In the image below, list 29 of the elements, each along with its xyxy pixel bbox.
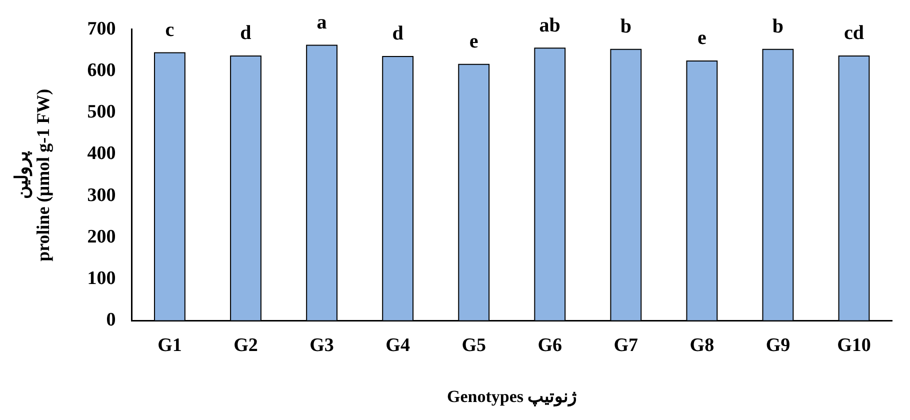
y-tick-label: 300 xyxy=(87,184,116,206)
x-tick-label: G5 xyxy=(462,335,486,356)
y-tick-label: 0 xyxy=(106,310,116,331)
annotation: a xyxy=(316,11,327,34)
y-tick-label: 100 xyxy=(87,268,116,290)
annotation: cd xyxy=(844,22,864,44)
annotation: e xyxy=(469,30,478,53)
annotation: d xyxy=(392,22,404,45)
x-tick-label: G7 xyxy=(614,335,639,356)
y-tick-label: 600 xyxy=(87,60,116,81)
x-axis-title: Genotypes ژنوتیپ xyxy=(446,387,577,408)
annotation: e xyxy=(697,27,706,50)
annotation: b xyxy=(620,16,632,38)
annotation: d xyxy=(240,22,252,44)
annotation: ab xyxy=(539,14,560,36)
y-tick-label: 200 xyxy=(87,226,116,248)
annotation: b xyxy=(772,16,784,38)
y-tick-label: 700 xyxy=(87,18,116,40)
x-tick-label: G9 xyxy=(766,335,790,356)
x-tick-label: G2 xyxy=(234,335,258,356)
x-tick-label: G1 xyxy=(158,335,182,356)
y-tick-label: 400 xyxy=(87,143,116,164)
x-tick-label: G6 xyxy=(538,335,562,356)
x-tick-label: G3 xyxy=(310,335,334,356)
annotation: c xyxy=(165,18,174,41)
x-tick-label: G4 xyxy=(386,335,410,356)
y-tick-label: 500 xyxy=(87,102,116,123)
x-tick-label: G8 xyxy=(690,335,714,356)
x-tick-label: G10 xyxy=(837,335,871,356)
